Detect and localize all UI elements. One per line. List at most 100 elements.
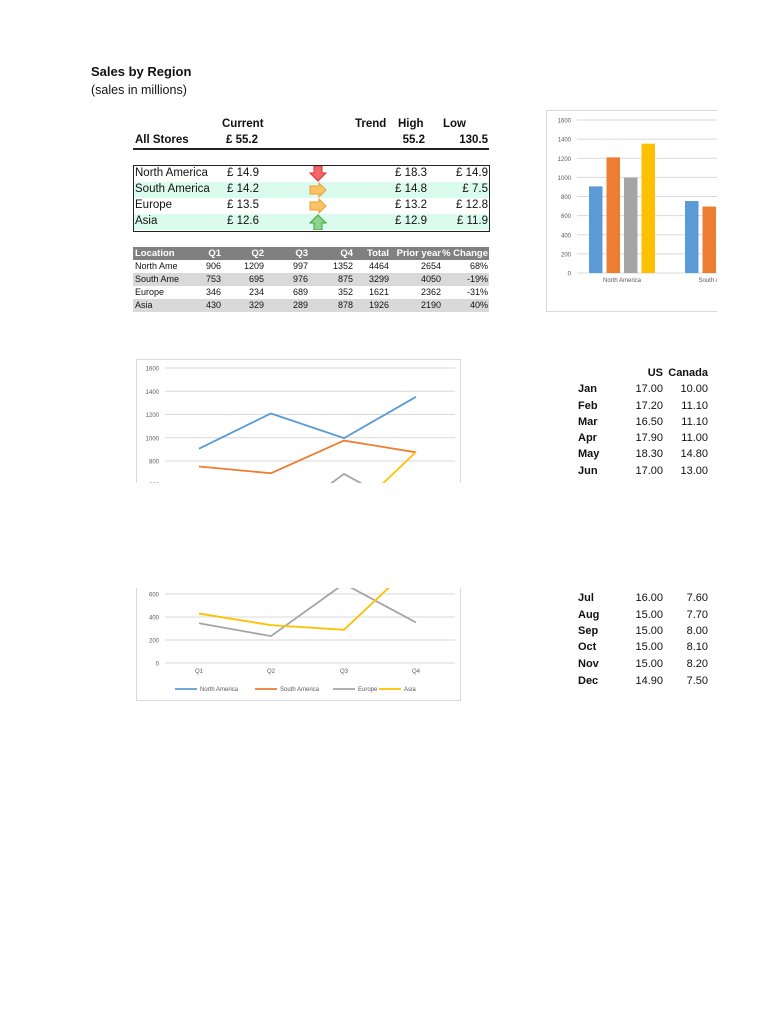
legend-label: North America xyxy=(200,687,239,693)
month-label: Nov xyxy=(578,658,599,670)
bar xyxy=(702,206,716,273)
line-chart-bottom-svg: 0 200 400 600 Q1 Q2 Q3 Q4 North America South Ame… xyxy=(149,588,455,693)
table-cell: 3299 xyxy=(368,274,389,284)
bar xyxy=(589,186,603,273)
region-current: £ 14.2 xyxy=(227,183,259,195)
y-tick-label: 600 xyxy=(149,593,160,599)
y-tick-label: 0 xyxy=(568,272,572,278)
region-row: Europe £ 13.5 £ 13.2 £ 12.8 xyxy=(134,198,489,214)
table-cell: 976 xyxy=(292,274,308,284)
region-high: £ 18.3 xyxy=(395,167,427,179)
canada-value: 7.70 xyxy=(686,609,708,621)
us-value: 16.00 xyxy=(635,592,663,604)
us-value: 17.00 xyxy=(635,465,663,477)
table-cell: Asia xyxy=(135,300,153,310)
y-tick-label: 800 xyxy=(149,460,160,466)
legend-label: South America xyxy=(280,687,320,693)
table-cell: 689 xyxy=(292,287,308,297)
region-name: North America xyxy=(135,167,208,179)
y-tick-label: 1600 xyxy=(146,367,160,373)
table-row: Asia 430 329 289 878 1926 2190 40% xyxy=(133,299,489,312)
page-title: Sales by Region xyxy=(91,64,192,79)
x-tick-label: Q3 xyxy=(340,669,349,675)
table-cell: 430 xyxy=(205,300,221,310)
region-name: Asia xyxy=(135,215,158,227)
month-label: Jan xyxy=(578,383,597,395)
bar xyxy=(641,143,655,273)
table-cell: 289 xyxy=(292,300,308,310)
y-tick-label: 400 xyxy=(149,616,160,622)
y-tick-label: 1600 xyxy=(558,119,572,125)
canada-value: 10.00 xyxy=(680,383,708,395)
all-stores-current: £ 55.2 xyxy=(226,134,258,146)
table-header-row: Location Q1 Q2 Q3 Q4 Total Prior year% Change xyxy=(133,247,489,260)
table-cell: Q1 xyxy=(208,248,221,259)
y-tick-label: 600 xyxy=(561,214,572,220)
y-tick-label: 1400 xyxy=(558,138,572,144)
month-label: Oct xyxy=(578,641,597,653)
month-label: Aug xyxy=(578,609,600,621)
table-cell: North Ame xyxy=(135,261,178,271)
us-value: 15.00 xyxy=(635,625,663,637)
table-cell: 40% xyxy=(469,300,488,310)
us-value: 18.30 xyxy=(635,448,663,460)
table-row: South Ame 753 695 976 875 3299 4050 -19% xyxy=(133,273,489,286)
us-value: 17.20 xyxy=(635,400,663,412)
table-cell: 753 xyxy=(205,274,221,284)
region-current: £ 14.9 xyxy=(227,167,259,179)
bar xyxy=(685,200,699,273)
table-cell: % Change xyxy=(442,248,488,259)
table-cell: 4464 xyxy=(368,261,389,271)
series-line xyxy=(198,588,417,638)
quarterly-data-table: Location Q1 Q2 Q3 Q4 Total Prior year% Change N… xyxy=(133,247,489,312)
table-cell: 1352 xyxy=(332,261,353,271)
us-value: 17.00 xyxy=(635,383,663,395)
region-high: £ 12.9 xyxy=(395,215,427,227)
region-summary-box: North America £ 14.9 £ 18.3 £ 14.9 South Ame… xyxy=(133,165,490,232)
table-cell: Q3 xyxy=(295,248,308,259)
table-cell: 2654 xyxy=(420,261,441,271)
table-cell: 1621 xyxy=(368,287,389,297)
region-low: £ 12.8 xyxy=(456,199,488,211)
canada-value: 7.50 xyxy=(686,675,708,687)
series-line xyxy=(329,472,363,483)
trend-arrow-down-icon xyxy=(309,166,327,182)
canada-value: 13.00 xyxy=(680,465,708,477)
col-high: High xyxy=(398,118,424,130)
table-cell: Q4 xyxy=(340,248,353,259)
y-tick-label: 800 xyxy=(561,195,572,201)
table-cell: -19% xyxy=(466,274,488,284)
month-label: Jul xyxy=(578,592,594,604)
us-value: 15.00 xyxy=(635,641,663,653)
col-us: US xyxy=(647,367,663,379)
canada-value: 8.20 xyxy=(686,658,708,670)
trend-arrow-right-icon xyxy=(309,182,327,198)
line-chart-bottom: 0 200 400 600 Q1 Q2 Q3 Q4 North America South Ame… xyxy=(136,588,461,701)
canada-value: 8.00 xyxy=(686,625,708,637)
month-label: Dec xyxy=(578,675,599,687)
col-low: Low xyxy=(443,118,466,130)
region-low: £ 7.5 xyxy=(462,183,488,195)
table-cell: Location xyxy=(135,248,175,259)
table-cell: 2362 xyxy=(420,287,441,297)
series-line xyxy=(198,588,390,631)
region-current: £ 12.6 xyxy=(227,215,259,227)
table-cell: -31% xyxy=(466,287,488,297)
table-row: Europe 346 234 689 352 1621 2362 -31% xyxy=(133,286,489,299)
region-low: £ 11.9 xyxy=(456,215,488,227)
region-row: Asia £ 12.6 £ 12.9 £ 11.9 xyxy=(134,214,489,230)
total-divider xyxy=(133,148,489,150)
series-line xyxy=(198,439,417,475)
month-label: Feb xyxy=(578,400,598,412)
y-tick-label: 1000 xyxy=(146,436,160,442)
y-tick-label: 1200 xyxy=(558,157,572,163)
y-tick-label: 1400 xyxy=(146,390,160,396)
canada-value: 11.10 xyxy=(681,416,708,428)
region-row: South America £ 14.2 £ 14.8 £ 7.5 xyxy=(134,182,489,198)
table-cell: 1926 xyxy=(368,300,389,310)
y-tick-label: 0 xyxy=(156,662,160,668)
col-canada: Canada xyxy=(668,367,708,379)
x-tick-label: Q2 xyxy=(267,669,276,675)
trend-arrow-right-icon xyxy=(309,198,327,214)
